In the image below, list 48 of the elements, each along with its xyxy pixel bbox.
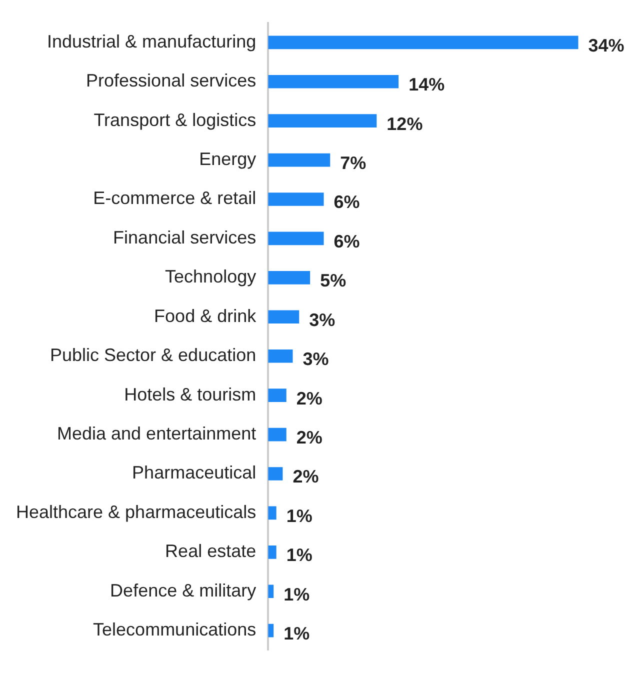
- data-label: 6%: [334, 192, 360, 212]
- y-tick-label: Pharmaceutical: [132, 462, 256, 483]
- bar: [268, 153, 330, 167]
- data-label: 1%: [286, 506, 312, 526]
- y-tick-label: Technology: [165, 266, 256, 287]
- y-tick-label: Food & drink: [154, 306, 258, 326]
- data-label: 34%: [588, 35, 624, 56]
- y-tick-label: Media and entertainment: [56, 424, 256, 444]
- data-label: 2%: [296, 428, 322, 448]
- y-tick-label: Public Sector & education: [50, 345, 256, 366]
- data-label: 12%: [386, 114, 423, 134]
- bar: [268, 467, 283, 480]
- bar: [268, 114, 377, 128]
- bar: [268, 232, 324, 246]
- y-tick-label: Industrial & manufacturing: [47, 31, 256, 52]
- y-tick-label: Telecommunications: [93, 620, 256, 640]
- bar: [268, 349, 293, 363]
- bar: [268, 310, 300, 324]
- y-tick-label: Real estate: [165, 541, 256, 562]
- bar: [268, 271, 310, 284]
- y-tick-label: Energy: [199, 149, 256, 170]
- y-tick-label: Defence & military: [110, 580, 256, 600]
- bar: [268, 584, 274, 598]
- data-label: 1%: [284, 624, 310, 644]
- data-label: 1%: [286, 545, 312, 566]
- bar: [268, 192, 324, 206]
- bar: [268, 36, 578, 50]
- bar: [268, 388, 286, 402]
- data-label: 3%: [309, 310, 336, 330]
- bar: [268, 428, 286, 442]
- bar: [268, 74, 399, 88]
- data-label: 7%: [340, 153, 366, 174]
- y-tick-label: Hotels & tourism: [124, 384, 256, 404]
- y-tick-label: Healthcare & pharmaceuticals: [16, 502, 256, 522]
- y-tick-label: Financial services: [113, 227, 256, 248]
- bar: [268, 624, 274, 638]
- data-label: 5%: [320, 270, 346, 291]
- data-label: 3%: [302, 349, 329, 370]
- data-label: 6%: [334, 231, 360, 252]
- bar: [268, 506, 276, 520]
- data-label: 1%: [284, 584, 310, 604]
- bar: [268, 546, 276, 559]
- y-tick-label: E-commerce & retail: [93, 188, 256, 208]
- data-label: 2%: [292, 466, 319, 487]
- y-tick-label: Transport & logistics: [94, 110, 256, 130]
- data-label: 14%: [408, 74, 445, 95]
- data-label: 2%: [296, 388, 322, 408]
- y-tick-label: Professional services: [86, 70, 256, 91]
